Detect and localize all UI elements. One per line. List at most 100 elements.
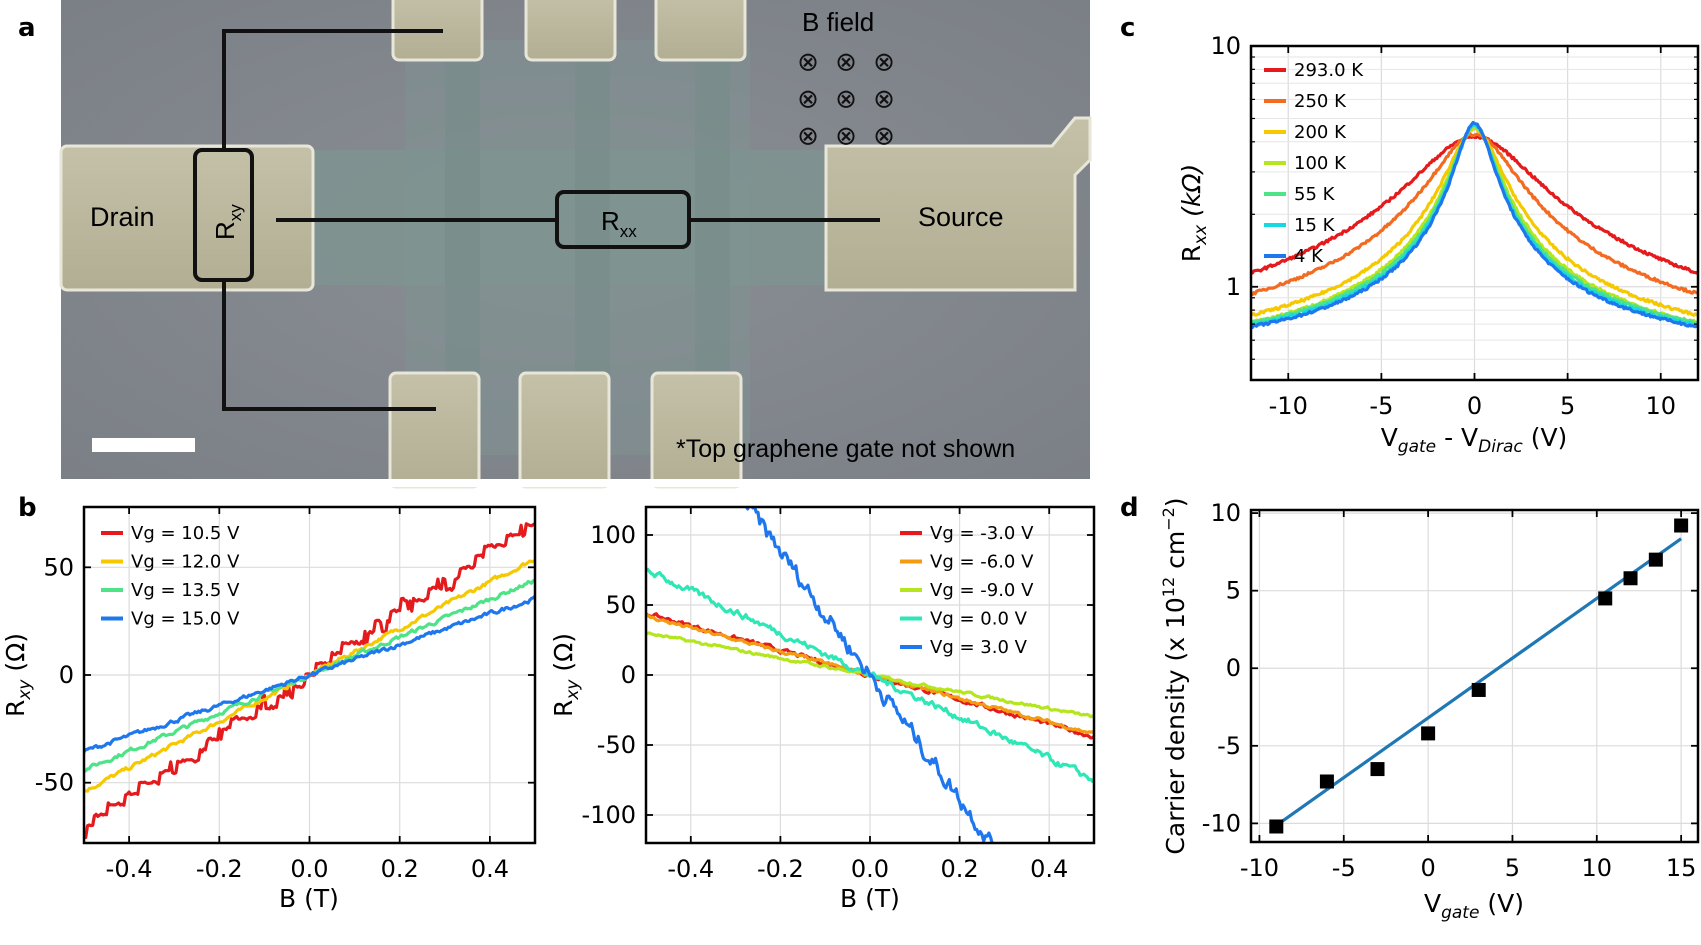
b-field-symbols: ⊗ ⊗ ⊗ ⊗ ⊗ ⊗ ⊗ ⊗ ⊗ xyxy=(797,48,895,152)
x-tick-label: -10 xyxy=(1269,392,1308,420)
y-axis-label: Carrier density (x 1012 cm−2) xyxy=(1159,497,1190,854)
legend-entry: Vg = 3.0 V xyxy=(930,637,1028,658)
series-line xyxy=(1251,134,1698,275)
panel-label-d: d xyxy=(1120,493,1139,523)
x-tick-label: 10 xyxy=(1645,392,1676,420)
x-tick-label: 5 xyxy=(1560,392,1575,420)
chart-c: -10 -5 0 5 10 1 10 293.0 K 250 K 200 K 100 K 55 K 1… xyxy=(1177,32,1700,457)
x-tick-label: -0.2 xyxy=(196,855,243,883)
x-tick-label: -0.4 xyxy=(667,855,714,883)
scatter-marks xyxy=(1269,518,1689,834)
ticks: -10 -5 0 5 10 1 10 xyxy=(1210,32,1698,420)
x-tick-label: 0 xyxy=(1420,854,1435,882)
grid xyxy=(646,507,1094,843)
b-field-into-page-icon: ⊗ xyxy=(873,85,895,115)
data-point xyxy=(1421,726,1436,741)
y-axis-label: Rxy (Ω) xyxy=(1,633,35,717)
bottom-pad-3 xyxy=(650,371,743,489)
panel-label-c: c xyxy=(1120,13,1135,43)
data-point xyxy=(1623,571,1638,586)
y-tick-label: 100 xyxy=(590,521,636,549)
b-field-into-page-icon: ⊗ xyxy=(835,85,857,115)
x-tick-label: -10 xyxy=(1240,854,1279,882)
x-tick-label: 0.0 xyxy=(851,855,889,883)
legend: Vg = -3.0 V Vg = -6.0 V Vg = -9.0 V Vg = 0.… xyxy=(900,523,1034,658)
data-point xyxy=(1370,762,1385,777)
panel-label-a: a xyxy=(18,13,36,43)
y-tick-label: -10 xyxy=(1202,809,1241,837)
y-axis-label: Rxy (Ω) xyxy=(549,633,583,717)
plot-frame xyxy=(1249,508,1700,844)
legend-entry: 55 K xyxy=(1294,184,1336,205)
bottom-pad-2 xyxy=(518,371,611,489)
legend-entry: Vg = 15.0 V xyxy=(131,609,240,630)
data-point xyxy=(1471,682,1486,697)
ticks: -0.4 -0.2 0.0 0.2 0.4 -100 -50 0 50 100 xyxy=(582,507,1094,883)
x-axis-label: B (T) xyxy=(840,884,900,913)
drain-label: Drain xyxy=(90,202,155,232)
series-lines xyxy=(1251,120,1698,329)
legend-entry: 250 K xyxy=(1294,91,1347,112)
gate-note: *Top graphene gate not shown xyxy=(676,435,1015,463)
x-tick-label: -0.2 xyxy=(757,855,804,883)
rxy-resistor xyxy=(193,148,254,282)
b-field-into-page-icon: ⊗ xyxy=(797,85,819,115)
y-tick-label: 0 xyxy=(1226,654,1241,682)
legend-entry: Vg = 12.0 V xyxy=(131,552,240,573)
y-tick-label: 50 xyxy=(605,591,636,619)
data-point xyxy=(1598,591,1613,606)
panel-label-b: b xyxy=(18,493,37,523)
ticks: -0.4 -0.2 0.0 0.2 0.4 -50 0 50 xyxy=(35,507,535,883)
x-tick-label: 5 xyxy=(1505,854,1520,882)
source-pad xyxy=(824,116,1092,292)
series-line xyxy=(742,507,994,843)
x-tick-label: 0.4 xyxy=(471,855,509,883)
y-tick-label: -50 xyxy=(35,769,74,797)
rxy-label: Rxy xyxy=(210,204,245,240)
b-field-into-page-icon: ⊗ xyxy=(797,122,819,152)
y-tick-label: -50 xyxy=(597,731,636,759)
source-label: Source xyxy=(918,202,1004,232)
legend-entry: Vg = 0.0 V xyxy=(930,609,1028,630)
y-tick-label: -100 xyxy=(582,801,636,829)
b-field-into-page-icon: ⊗ xyxy=(835,122,857,152)
data-point xyxy=(1269,819,1284,834)
series-lines xyxy=(84,522,535,840)
series-line xyxy=(1251,132,1698,297)
grid xyxy=(1251,510,1698,842)
x-axis-label: Vgate (V) xyxy=(1424,889,1524,923)
legend: 293.0 K 250 K 200 K 100 K 55 K 15 K 4 K xyxy=(1264,60,1364,267)
y-axis-label: Rxx (kΩ) xyxy=(1177,164,1211,263)
y-tick-label: 0 xyxy=(59,661,74,689)
b-field-into-page-icon: ⊗ xyxy=(835,48,857,78)
legend: Vg = 10.5 V Vg = 12.0 V Vg = 13.5 V Vg = 15… xyxy=(101,523,240,630)
scale-bar xyxy=(92,438,195,452)
series-lines xyxy=(646,507,1094,843)
rxx-label: Rxx xyxy=(601,206,637,241)
fit-line xyxy=(1275,537,1683,827)
x-axis-label: B (T) xyxy=(279,884,339,913)
x-tick-label: 0.2 xyxy=(941,855,979,883)
b-field-into-page-icon: ⊗ xyxy=(873,48,895,78)
legend-entry: 100 K xyxy=(1294,153,1347,174)
b-field-label: B field xyxy=(802,7,874,37)
graphene-channel xyxy=(300,150,845,285)
legend-entry: Vg = -3.0 V xyxy=(930,523,1034,544)
y-tick-label: 50 xyxy=(43,553,74,581)
series-line xyxy=(1251,120,1698,329)
x-tick-label: -0.4 xyxy=(106,855,153,883)
chart-d: -10 -5 0 5 10 15 -10 -5 0 5 10 Vgate (V) Carrier d… xyxy=(1159,497,1700,923)
y-tick-label: 10 xyxy=(1210,499,1241,527)
legend-entry: Vg = 10.5 V xyxy=(131,523,240,544)
x-axis-label: Vgate - VDirac (V) xyxy=(1381,423,1568,457)
x-tick-label: 0 xyxy=(1467,392,1482,420)
data-point xyxy=(1648,552,1663,567)
legend-entry: 293.0 K xyxy=(1294,60,1364,81)
y-tick-label: 1 xyxy=(1226,273,1241,301)
legend-entry: 4 K xyxy=(1294,246,1324,267)
y-tick-label: 5 xyxy=(1226,577,1241,605)
measurement-wires xyxy=(222,29,880,411)
series-line xyxy=(84,595,535,753)
